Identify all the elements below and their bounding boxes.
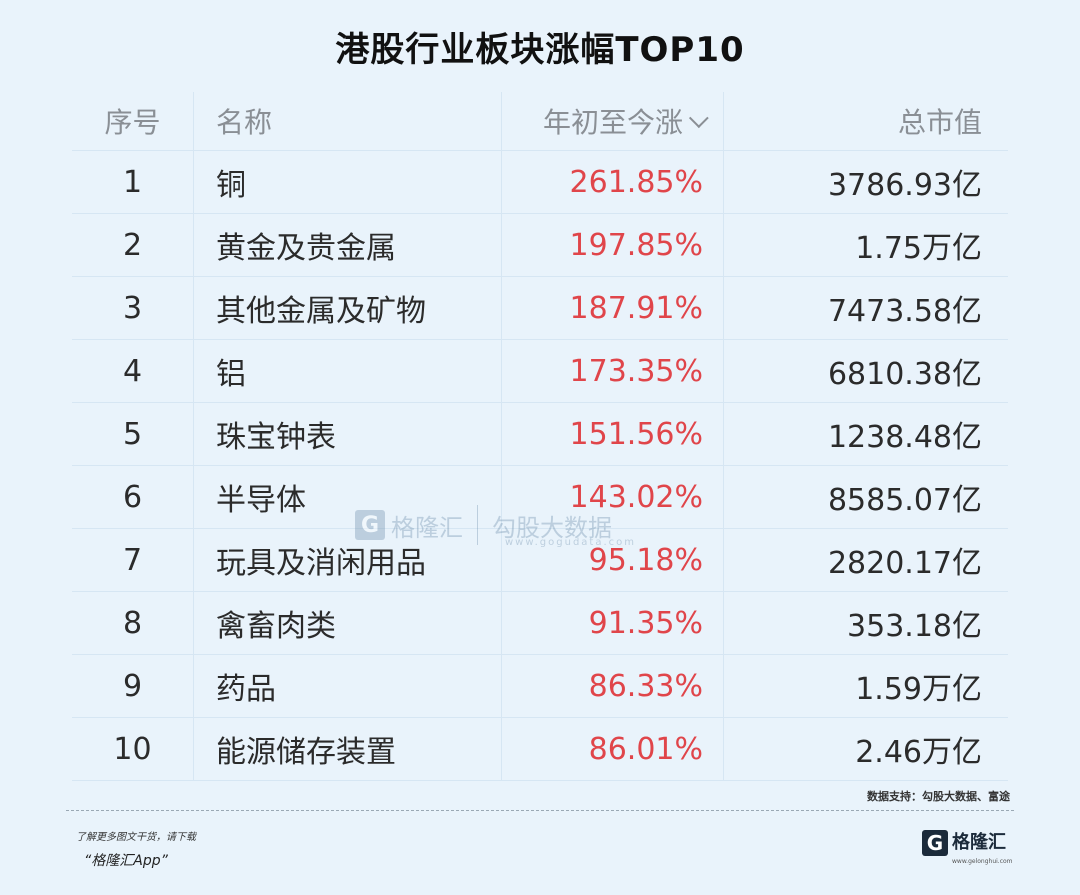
row-index: 6 (72, 466, 194, 528)
row-name: 半导体 (194, 466, 502, 528)
row-name: 禽畜肉类 (194, 592, 502, 654)
row-index: 9 (72, 655, 194, 717)
brand-url: www.gelonghui.com (952, 858, 1013, 865)
header-name[interactable]: 名称 (194, 92, 502, 150)
footer-logo: G 格隆汇 www.gelonghui.com (922, 830, 1013, 865)
table-header-row: 序号 名称 年初至今涨 总市值 (72, 92, 1008, 151)
row-name: 玩具及消闲用品 (194, 529, 502, 591)
promo-line-2: “格隆汇App” (84, 853, 168, 869)
table-row[interactable]: 4 铝 173.35% 6810.38亿 (72, 340, 1008, 403)
row-change: 95.18% (502, 529, 724, 591)
row-name: 珠宝钟表 (194, 403, 502, 465)
row-index: 4 (72, 340, 194, 402)
row-index: 8 (72, 592, 194, 654)
header-change-label: 年初至今涨 (542, 106, 683, 139)
row-market-cap: 1.75万亿 (855, 231, 982, 266)
row-change: 86.01% (502, 718, 724, 780)
row-name: 能源储存装置 (194, 718, 502, 780)
row-name: 其他金属及矿物 (194, 277, 502, 339)
row-index: 7 (72, 529, 194, 591)
row-market-cap: 2.46万亿 (855, 735, 982, 770)
sort-desc-icon[interactable] (688, 108, 709, 129)
footer-divider (66, 810, 1014, 811)
table-row[interactable]: 3 其他金属及矿物 187.91% 7473.58亿 (72, 277, 1008, 340)
promo-line-1: 了解更多图文干货，请下载 (76, 832, 196, 843)
row-market-cap: 3786.93亿 (827, 168, 982, 203)
watermark-text: 格隆汇 (391, 513, 463, 542)
row-index: 2 (72, 214, 194, 276)
table-row[interactable]: 8 禽畜肉类 91.35% 353.18亿 (72, 592, 1008, 655)
table-row[interactable]: 7 玩具及消闲用品 95.18% 2820.17亿 (72, 529, 1008, 592)
table-row[interactable]: 5 珠宝钟表 151.56% 1238.48亿 (72, 403, 1008, 466)
watermark-brand: 勾股大数据 (492, 513, 612, 542)
row-name: 药品 (194, 655, 502, 717)
row-market-cap: 1.59万亿 (855, 672, 982, 707)
row-index: 5 (72, 403, 194, 465)
row-change: 151.56% (502, 403, 724, 465)
ranking-table: 序号 名称 年初至今涨 总市值 1 铜 261.85% 3786.93亿 2 黄金及贵金属… (72, 92, 1008, 781)
row-change: 173.35% (502, 340, 724, 402)
row-name: 铜 (194, 151, 502, 213)
row-index: 3 (72, 277, 194, 339)
header-change[interactable]: 年初至今涨 (502, 92, 724, 150)
row-change: 261.85% (502, 151, 724, 213)
row-change: 187.91% (502, 277, 724, 339)
row-change: 197.85% (502, 214, 724, 276)
header-index[interactable]: 序号 (72, 92, 194, 150)
watermark-url: www.gogudata.com (505, 537, 637, 548)
row-change: 91.35% (502, 592, 724, 654)
row-market-cap: 7473.58亿 (827, 294, 982, 329)
row-market-cap: 6810.38亿 (827, 357, 982, 392)
row-market-cap: 353.18亿 (847, 609, 982, 644)
brand-logo-icon: G (922, 830, 948, 856)
header-market-cap[interactable]: 总市值 (897, 106, 982, 139)
table-row[interactable]: 1 铜 261.85% 3786.93亿 (72, 151, 1008, 214)
page-title: 港股行业板块涨幅TOP10 (335, 30, 745, 70)
watermark-divider (477, 505, 478, 545)
row-name: 铝 (194, 340, 502, 402)
watermark: G 格隆汇 勾股大数据 www.gogudata.com (355, 505, 634, 548)
watermark-logo-icon: G (355, 510, 385, 540)
data-source: 数据支持：勾股大数据、富途 (867, 790, 1010, 803)
row-index: 1 (72, 151, 194, 213)
table-row[interactable]: 6 半导体 143.02% 8585.07亿 (72, 466, 1008, 529)
row-market-cap: 1238.48亿 (827, 420, 982, 455)
brand-name: 格隆汇 (952, 832, 1006, 853)
table-row[interactable]: 2 黄金及贵金属 197.85% 1.75万亿 (72, 214, 1008, 277)
row-market-cap: 2820.17亿 (827, 546, 982, 581)
row-change: 143.02% (502, 466, 724, 528)
table-row[interactable]: 9 药品 86.33% 1.59万亿 (72, 655, 1008, 718)
row-market-cap: 8585.07亿 (827, 483, 982, 518)
table-row[interactable]: 10 能源储存装置 86.01% 2.46万亿 (72, 718, 1008, 781)
row-index: 10 (72, 718, 194, 780)
row-name: 黄金及贵金属 (194, 214, 502, 276)
row-change: 86.33% (502, 655, 724, 717)
